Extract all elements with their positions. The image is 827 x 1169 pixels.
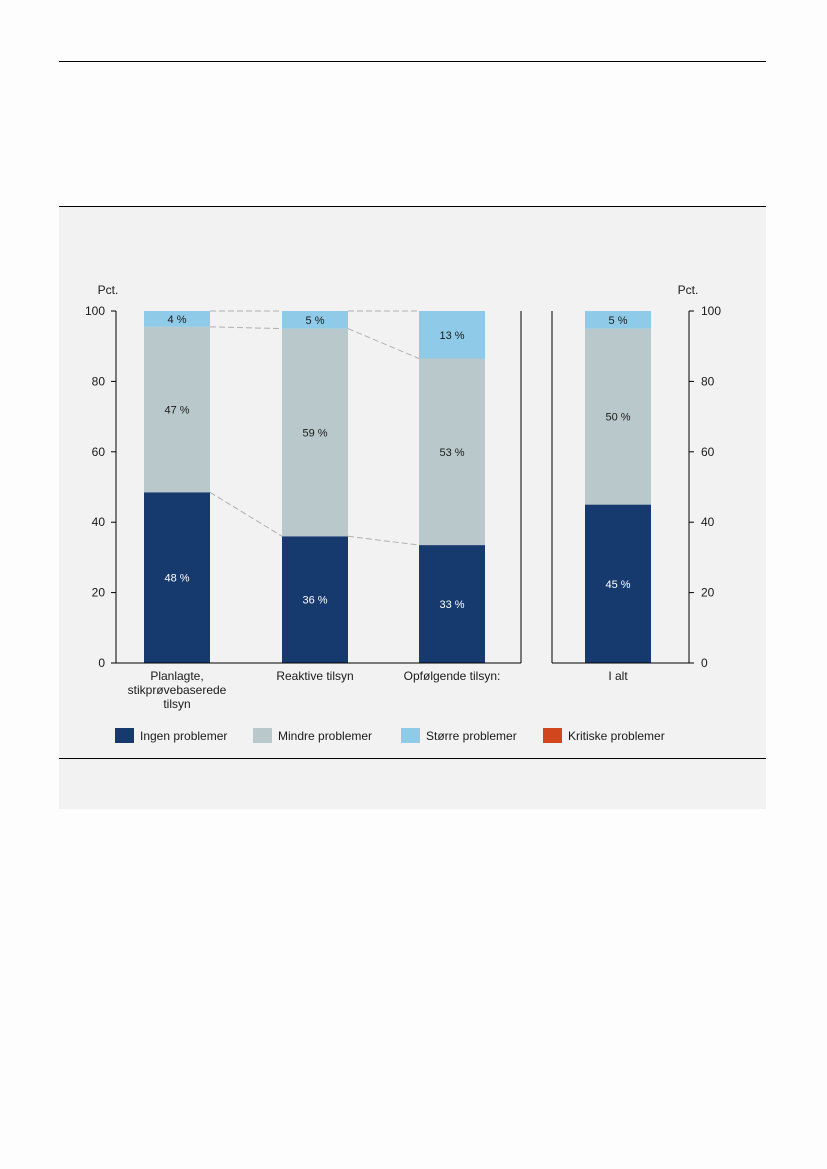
y-tick-label-right: 20: [701, 586, 715, 600]
bar-segment: [282, 311, 348, 329]
x-tick-label: I alt: [608, 669, 628, 683]
y-axis-title-right: Pct.: [678, 283, 699, 297]
bar-data-label: 4 %: [168, 314, 187, 326]
legend-label: Mindre problemer: [278, 729, 372, 743]
x-tick-label: Reaktive tilsyn: [276, 669, 353, 683]
bar-segment: [282, 536, 348, 663]
legend-swatch: [543, 728, 562, 743]
y-tick-label-right: 40: [701, 515, 715, 529]
connector-line: [347, 328, 420, 359]
bar-data-label: 53 %: [439, 447, 464, 459]
chart-source-rule: [59, 758, 766, 759]
y-tick-label-left: 60: [92, 445, 106, 459]
y-tick-label-right: 0: [701, 656, 708, 670]
legend-swatch: [253, 728, 272, 743]
bar-data-label: 47 %: [164, 405, 189, 417]
legend-label: Ingen problemer: [140, 729, 227, 743]
x-tick-label: Opfølgende tilsyn:: [404, 669, 501, 683]
bar-segment: [144, 326, 210, 493]
connector-line: [347, 535, 420, 546]
bar-data-label: 36 %: [302, 595, 327, 607]
y-tick-label-left: 20: [92, 586, 106, 600]
bar-data-label: 59 %: [302, 427, 327, 439]
y-tick-label-right: 100: [701, 304, 721, 318]
x-tick-label: stikprøvebaserede: [128, 683, 227, 697]
legend-swatch: [115, 728, 134, 743]
bar-data-label: 48 %: [164, 573, 189, 585]
y-tick-label-right: 80: [701, 374, 715, 388]
legend-label: Større problemer: [426, 729, 517, 743]
connector-line: [209, 326, 283, 330]
bar-segment: [419, 311, 485, 359]
bar-data-label: 45 %: [605, 579, 630, 591]
y-tick-label-left: 0: [98, 656, 105, 670]
y-tick-label-left: 80: [92, 374, 106, 388]
x-tick-label: Planlagte,: [150, 669, 203, 683]
connector-line: [209, 491, 283, 537]
legend-label: Kritiske problemer: [568, 729, 665, 743]
bar-segment: [144, 311, 210, 327]
bar-data-label: 50 %: [605, 412, 630, 424]
bar-segment: [282, 328, 348, 537]
bar-data-label: 5 %: [306, 315, 325, 327]
legend-swatch: [401, 728, 420, 743]
y-tick-label-left: 100: [85, 304, 105, 318]
bar-data-label: 5 %: [609, 315, 628, 327]
bar-segment: [419, 545, 485, 663]
x-tick-label: tilsyn: [163, 697, 190, 711]
y-tick-label-left: 40: [92, 515, 106, 529]
bar-segment: [419, 358, 485, 546]
bar-data-label: 13 %: [439, 330, 464, 342]
bar-data-label: 33 %: [439, 599, 464, 611]
y-axis-title-left: Pct.: [98, 283, 119, 297]
bar-segment: [585, 504, 651, 663]
chart-top-rule: [59, 206, 766, 207]
y-tick-label-right: 60: [701, 445, 715, 459]
page-top-rule: [59, 61, 766, 62]
bar-segment: [144, 492, 210, 663]
bar-segment: [585, 311, 651, 329]
bar-segment: [585, 328, 651, 505]
